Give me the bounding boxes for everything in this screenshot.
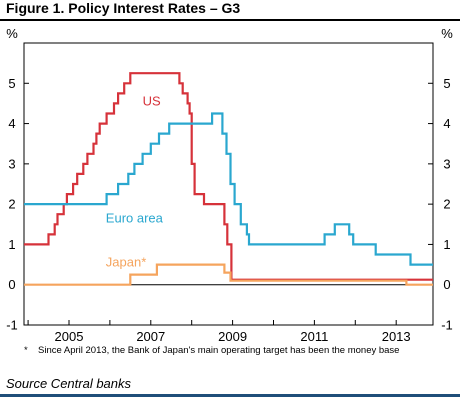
y-tick-label-right: 5 — [443, 76, 450, 91]
y-tick-label-right: 3 — [443, 156, 450, 171]
series-line-euro-area — [24, 112, 433, 266]
y-unit-right: % — [441, 26, 453, 41]
y-tick-label-right: 4 — [443, 116, 450, 131]
source-note: Source Central banks — [6, 376, 132, 391]
series-line-japan — [24, 263, 433, 286]
x-tick-label: 2007 — [136, 329, 165, 344]
x-tick-label: 2005 — [55, 329, 84, 344]
y-tick-label-left: 0 — [8, 277, 15, 292]
footnote-mark: * — [24, 345, 28, 356]
series-label-us: US — [143, 93, 161, 108]
y-tick-label-left: -1 — [6, 318, 18, 333]
plot-frame — [23, 42, 434, 326]
bottom-rule — [0, 394, 460, 397]
x-tick-label: 2013 — [382, 329, 411, 344]
y-tick-label-left: 4 — [8, 116, 15, 131]
y-tick-label-left: 5 — [8, 76, 15, 91]
y-tick-label-left: 3 — [8, 156, 15, 171]
figure-title: Figure 1. Policy Interest Rates – G3 — [6, 0, 241, 16]
series-line-us — [24, 72, 433, 281]
y-tick-label-right: 1 — [443, 237, 450, 252]
y-tick-label-right: -1 — [441, 318, 453, 333]
y-tick-label-right: 2 — [443, 197, 450, 212]
footnote-text: Since April 2013, the Bank of Japan's ma… — [38, 345, 400, 356]
x-tick-label: 2009 — [218, 329, 247, 344]
series-label-euro-area: Euro area — [106, 210, 164, 225]
series-label-japan: Japan* — [106, 255, 146, 270]
y-unit-left: % — [6, 26, 18, 41]
title-rule — [0, 19, 460, 21]
policy-rates-chart: % % -1 -1 0 0 1 1 2 2 3 3 4 4 5 5 2005 2007 2009 2011 2013 US… — [6, 26, 453, 344]
y-tick-label-left: 1 — [8, 237, 15, 252]
x-tick-label: 2011 — [300, 329, 328, 344]
y-tick-label-right: 0 — [443, 277, 450, 292]
y-tick-label-left: 2 — [8, 197, 15, 212]
